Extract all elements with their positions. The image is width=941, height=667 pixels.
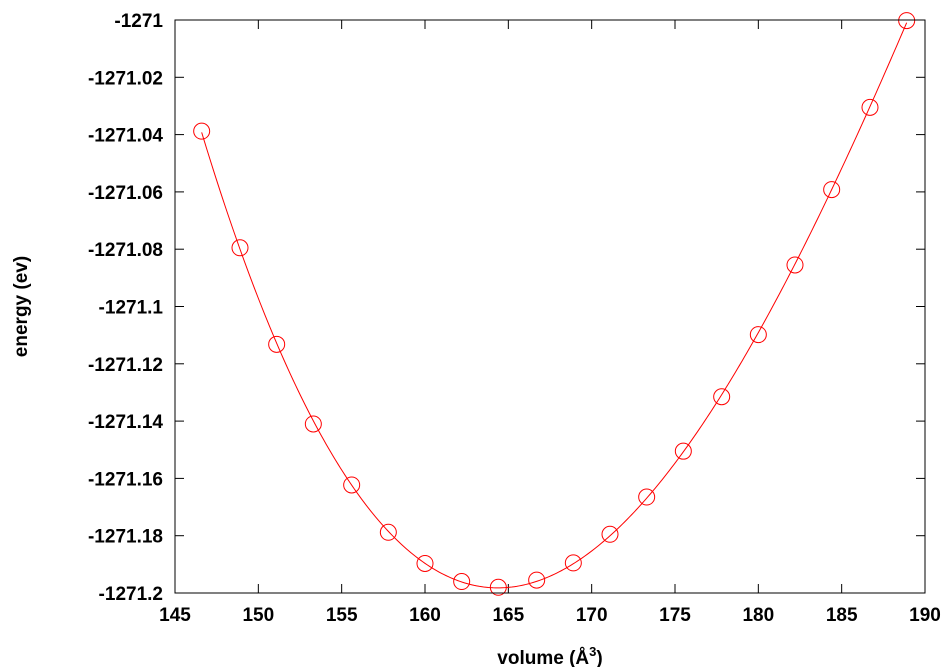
x-tick-label: 170 — [576, 605, 608, 626]
data-point — [674, 442, 692, 460]
data-point — [489, 578, 507, 596]
data-points-layer — [193, 12, 916, 596]
y-axis-label: energy (ev) — [11, 256, 32, 357]
data-point — [713, 388, 731, 406]
fit-curve — [201, 22, 908, 589]
x-axis-label-superscript: 3 — [589, 644, 596, 659]
data-point — [268, 335, 286, 353]
x-tick-label: 155 — [326, 605, 358, 626]
data-point — [453, 573, 471, 591]
y-tick-label: -1271.08 — [88, 240, 163, 261]
data-point — [528, 571, 546, 589]
x-tick-label: 160 — [409, 605, 441, 626]
y-tick-label: -1271.02 — [88, 68, 163, 89]
x-tick-label: 175 — [659, 605, 691, 626]
y-tick-label: -1271.04 — [88, 126, 163, 147]
data-point — [898, 12, 916, 30]
y-tick-label: -1271.06 — [88, 183, 163, 204]
fit-curve-layer — [201, 22, 908, 589]
x-tick-label: 190 — [909, 605, 941, 626]
data-point — [601, 525, 619, 543]
data-point — [379, 523, 397, 541]
data-point — [564, 554, 582, 572]
data-point — [193, 122, 211, 140]
data-point — [343, 476, 361, 494]
x-axis-label-close: ) — [596, 648, 602, 667]
data-point — [786, 256, 804, 274]
y-tick-label: -1271.2 — [99, 584, 163, 605]
y-tick-label: -1271.1 — [99, 298, 164, 319]
y-tick-label: -1271.16 — [88, 469, 163, 490]
data-point — [749, 326, 767, 344]
x-tick-label: 180 — [742, 605, 774, 626]
plot-frame — [174, 19, 926, 594]
x-axis-label-text: volume (Å — [497, 648, 589, 667]
y-tick-label: -1271.12 — [88, 355, 163, 376]
ticks-layer — [174, 19, 926, 594]
data-point — [861, 98, 879, 116]
y-tick-label: -1271 — [114, 11, 163, 32]
x-tick-label: 145 — [159, 605, 191, 626]
data-point — [304, 415, 322, 433]
data-point — [416, 554, 434, 572]
y-tick-label: -1271.18 — [88, 527, 163, 548]
x-tick-label: 165 — [492, 605, 524, 626]
x-tick-label: 150 — [242, 605, 274, 626]
data-point — [231, 239, 249, 257]
x-axis-label: volume (Å3) — [497, 644, 602, 667]
y-tick-label: -1271.14 — [88, 412, 163, 433]
data-point — [823, 181, 841, 199]
x-tick-label: 185 — [826, 605, 858, 626]
data-point — [638, 488, 656, 506]
tick-labels-layer: 145 150 155 160 165 170 175 180 185 190 -1271 -1271… — [88, 11, 941, 626]
